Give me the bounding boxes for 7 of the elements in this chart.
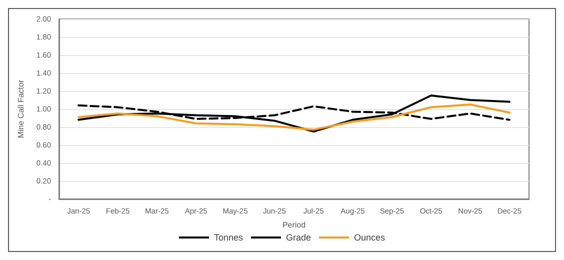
line-series — [78, 94, 510, 132]
legend-label: Grade — [286, 232, 312, 242]
legend-label: Tonnes — [214, 232, 244, 242]
legend-label: Ounces — [354, 232, 386, 242]
line-series — [78, 104, 510, 131]
y-axis-title: Mine Call Factor — [16, 80, 26, 138]
x-axis-title: Period — [282, 220, 306, 230]
